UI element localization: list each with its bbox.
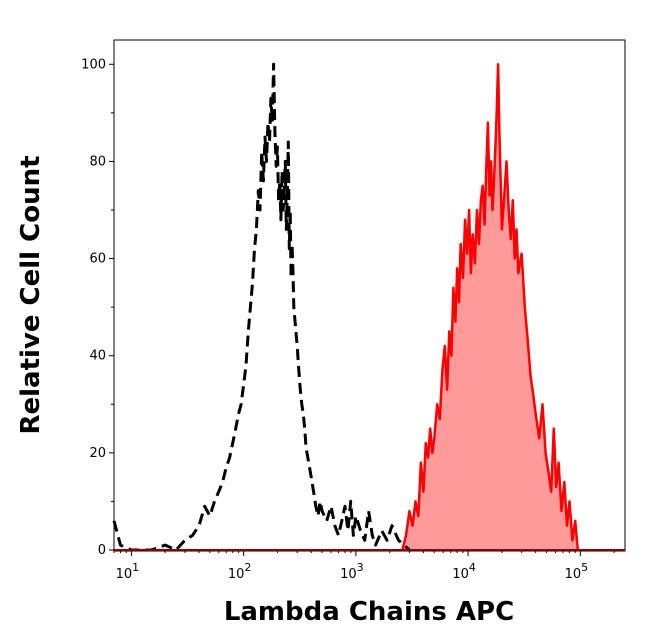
x-tick-exponent: 5 <box>581 561 588 574</box>
x-tick-exponent: 4 <box>469 561 476 574</box>
series-fill-positive <box>402 64 581 551</box>
x-tick-exponent: 3 <box>357 561 364 574</box>
x-tick-label: 102 <box>228 561 252 582</box>
histogram-series <box>112 62 581 552</box>
y-tick-label: 100 <box>81 57 106 72</box>
x-tick-exponent: 1 <box>132 561 139 574</box>
x-tick-base: 10 <box>116 567 133 582</box>
x-axis-ticks: 101 102 103 104 105 <box>116 561 588 582</box>
x-tick-base: 10 <box>340 567 357 582</box>
y-tick-label: 20 <box>89 446 106 461</box>
x-tick-base: 10 <box>452 567 469 582</box>
y-axis-ticks: 0 20 40 60 80 100 <box>81 57 114 558</box>
x-tick-label: 105 <box>565 561 589 582</box>
series-line-control <box>112 62 411 552</box>
x-axis-title: Lambda Chains APC <box>224 597 514 627</box>
x-tick-base: 10 <box>228 567 245 582</box>
y-tick-label: 80 <box>89 154 106 169</box>
y-tick-label: 60 <box>89 252 106 267</box>
y-tick-label: 40 <box>89 349 106 364</box>
x-tick-base: 10 <box>565 567 582 582</box>
x-tick-label: 104 <box>452 561 476 582</box>
y-tick-label: 0 <box>98 543 106 558</box>
x-tick-exponent: 2 <box>244 561 251 574</box>
x-tick-label: 101 <box>116 561 140 582</box>
y-axis-title: Relative Cell Count <box>16 155 46 434</box>
series-line-positive <box>401 63 581 552</box>
x-tick-label: 103 <box>340 561 364 582</box>
